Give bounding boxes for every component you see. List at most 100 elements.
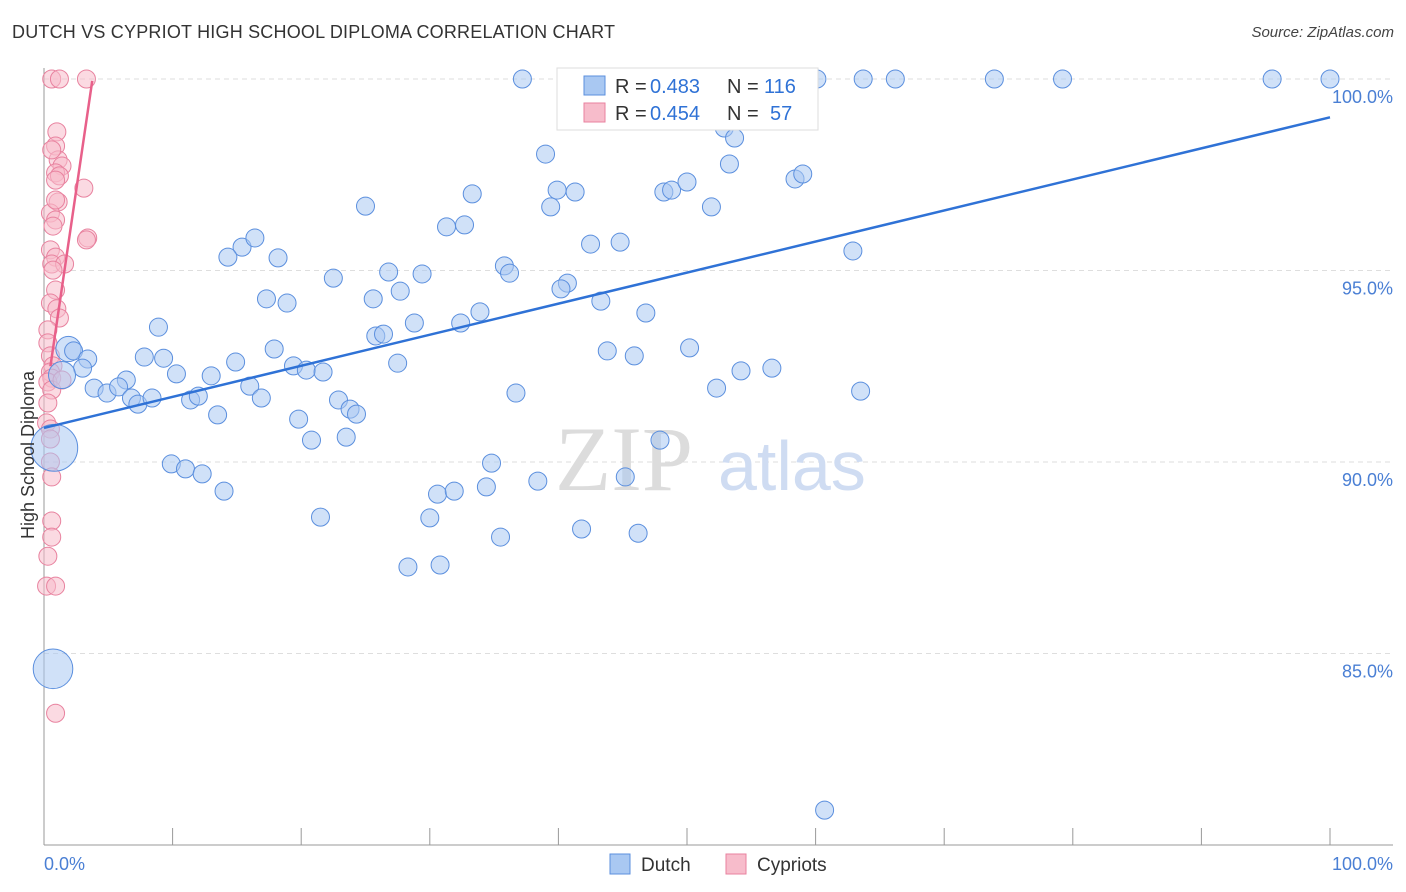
legend-dutch-r: 0.483 [650, 76, 700, 98]
dutch-point [73, 358, 93, 378]
dutch-point [218, 247, 238, 267]
cypriots-point [38, 546, 58, 566]
legend-dutch-n-label: N = [727, 76, 759, 98]
dutch-point [232, 237, 252, 257]
dutch-point [624, 346, 644, 366]
chart-source: Source: ZipAtlas.com [1251, 24, 1394, 41]
dutch-point [256, 289, 276, 309]
dutch-point [32, 648, 74, 690]
dutch-point [581, 234, 601, 254]
legend-bottom-cypriots-label: Cypriots [757, 855, 827, 876]
dutch-point [547, 180, 567, 200]
legend-cypriots-n: 57 [770, 103, 792, 125]
legend-cypriots-swatch [583, 102, 606, 123]
dutch-point [719, 154, 739, 174]
cypriots-points [37, 69, 98, 723]
cypriots-point [42, 140, 62, 160]
dutch-point [175, 459, 195, 479]
dutch-point [444, 481, 464, 501]
y-tick-label: 90.0% [1342, 470, 1393, 490]
dutch-point [851, 381, 871, 401]
dutch-point [551, 279, 571, 299]
dutch-point [214, 481, 234, 501]
dutch-point [680, 338, 700, 358]
dutch-point [404, 313, 424, 333]
dutch-point [301, 430, 321, 450]
dutch-point [731, 361, 751, 381]
x-tick-label-min: 0.0% [44, 854, 85, 874]
dutch-points [30, 69, 1340, 820]
dutch-point [462, 184, 482, 204]
cypriots-point [42, 527, 62, 547]
dutch-point [251, 388, 271, 408]
dutch-point [476, 477, 496, 497]
cypriots-point [49, 69, 69, 89]
cypriots-point [46, 190, 66, 210]
dutch-point [277, 293, 297, 313]
dutch-point [226, 352, 246, 372]
dutch-point [388, 353, 408, 373]
y-tick-labels: 100.0% 95.0% 90.0% 85.0% [1332, 87, 1393, 682]
cypriots-point [43, 260, 63, 280]
dutch-point [565, 182, 585, 202]
dutch-point [310, 507, 330, 527]
dutch-point [268, 248, 288, 268]
dutch-point [390, 281, 410, 301]
legend-cypriots-r-label: R = [615, 103, 647, 125]
dutch-point [412, 264, 432, 284]
dutch-point [336, 427, 356, 447]
dutch-point [346, 404, 366, 424]
cypriots-point [76, 230, 96, 250]
dutch-point [374, 324, 394, 344]
legend-cypriots-n-label: N = [727, 103, 759, 125]
dutch-point [843, 241, 863, 261]
dutch-point [323, 268, 343, 288]
cypriots-point [74, 178, 94, 198]
dutch-point [420, 508, 440, 528]
dutch-point [707, 378, 727, 398]
dutch-point [356, 196, 375, 216]
cypriots-point [46, 703, 66, 723]
cypriots-point [43, 216, 63, 236]
dutch-point [662, 180, 682, 200]
dutch-point [541, 197, 561, 217]
legend-bottom-dutch-label: Dutch [641, 855, 691, 876]
dutch-point [536, 144, 556, 164]
dutch-point [984, 69, 1004, 89]
legend-dutch-n: 116 [764, 76, 796, 98]
dutch-point [610, 232, 630, 252]
dutch-point [470, 302, 490, 322]
dutch-point [430, 555, 450, 575]
trend-lines [43, 80, 1331, 430]
dutch-point [572, 519, 592, 539]
dutch-point [500, 263, 520, 283]
dutch-point [628, 523, 648, 543]
dutch-point [208, 405, 228, 425]
dutch-point [636, 303, 656, 323]
dutch-point [615, 467, 635, 487]
watermark: ZIP atlas [555, 408, 866, 510]
dutch-point [762, 358, 782, 378]
dutch-point [725, 128, 745, 148]
dutch-point [701, 197, 721, 217]
dutch-point [48, 361, 77, 390]
legend-bottom-cypriots-swatch [725, 853, 747, 875]
dutch-point [148, 317, 168, 337]
cypriots-point [46, 576, 66, 596]
watermark-zip: ZIP [555, 408, 693, 510]
dutch-point [437, 217, 457, 237]
dutch-point [455, 215, 475, 235]
y-tick-label: 85.0% [1342, 662, 1393, 682]
dutch-point [885, 69, 905, 89]
legend-dutch-swatch [583, 75, 606, 96]
dutch-point [793, 164, 813, 184]
legend-cypriots-r: 0.454 [650, 103, 700, 125]
dutch-point [363, 289, 383, 309]
dutch-point [154, 348, 174, 368]
dutch-point [1320, 69, 1340, 89]
dutch-point [1262, 69, 1282, 89]
dutch-point [650, 430, 670, 450]
x-tick-label-max: 100.0% [1332, 854, 1393, 874]
dutch-point [245, 228, 265, 248]
